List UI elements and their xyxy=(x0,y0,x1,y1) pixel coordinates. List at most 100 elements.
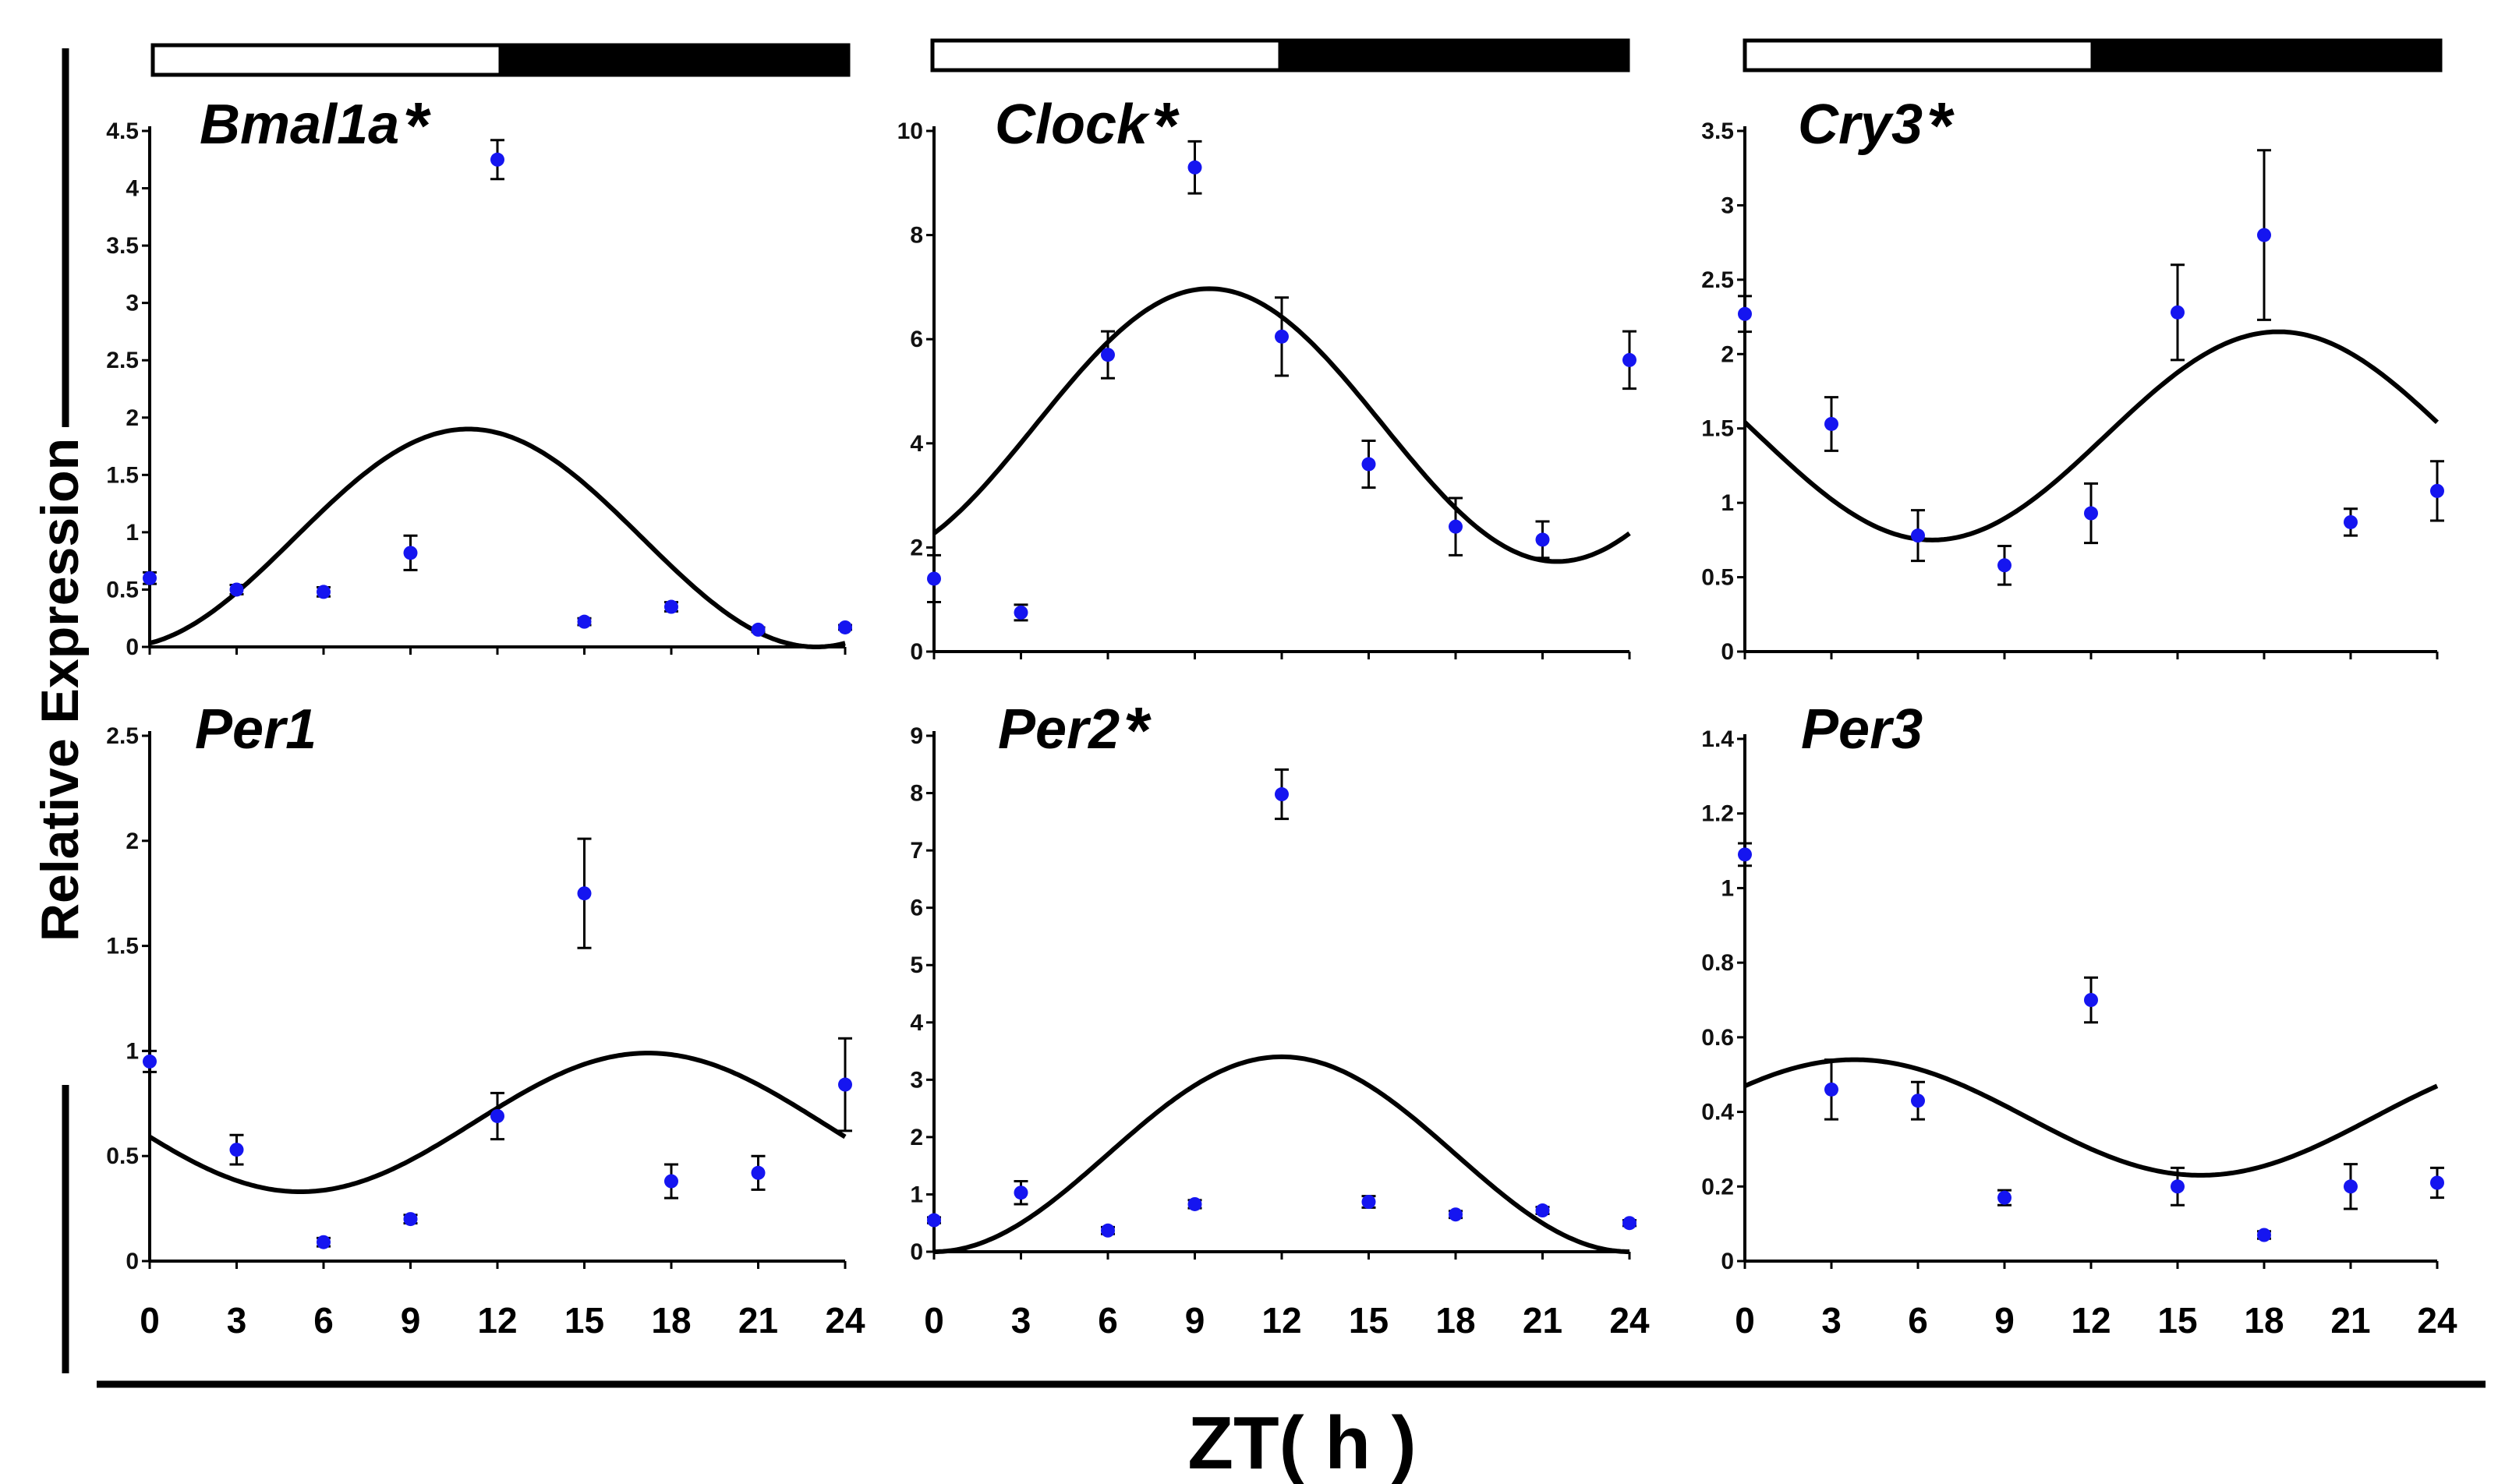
y-tick-label: 1.5 xyxy=(106,462,139,488)
y-tick-label: 0.5 xyxy=(1701,565,1734,591)
y-tick-label: 8 xyxy=(910,781,923,807)
y-tick-label: 6 xyxy=(910,327,923,352)
data-point xyxy=(664,1174,678,1189)
significance-star: * xyxy=(405,89,431,162)
y-tick-label: 1.5 xyxy=(1701,416,1734,442)
x-tick-label: 15 xyxy=(2157,1300,2197,1341)
panel-bmal1a: 0 0.5 1 1.5 2 2.5 3 3.5 4 4.5 Bmal1a * xyxy=(106,43,852,660)
data-point xyxy=(1275,329,1289,344)
data-point xyxy=(1187,160,1202,175)
data-point xyxy=(2084,993,2098,1007)
dark-phase-bar xyxy=(2090,38,2443,72)
data-point xyxy=(1449,519,1463,534)
y-tick-label: 0 xyxy=(126,634,139,660)
data-point xyxy=(1622,1216,1636,1231)
x-tick-label: 24 xyxy=(2417,1300,2457,1341)
data-point xyxy=(1911,528,1925,543)
data-point xyxy=(1535,1203,1550,1218)
data-point xyxy=(317,585,331,599)
y-tick-label: 3 xyxy=(1721,193,1734,218)
x-tick-label: 0 xyxy=(924,1300,944,1341)
y-tick-label: 9 xyxy=(910,723,923,749)
x-tick-label: 6 xyxy=(1098,1300,1118,1341)
data-point xyxy=(1101,1223,1115,1238)
data-point xyxy=(2171,1179,2185,1194)
y-tick-label: 0.4 xyxy=(1701,1100,1734,1125)
y-tick-label: 2 xyxy=(910,535,923,560)
data-point xyxy=(143,571,157,585)
y-tick-label: 0.6 xyxy=(1701,1025,1734,1051)
y-axis-label: Relative Expression xyxy=(30,438,90,942)
data-point xyxy=(577,614,592,629)
y-tick-label: 1.4 xyxy=(1701,726,1734,752)
x-axis-label: ZT( h ) xyxy=(1187,1401,1416,1484)
y-tick-label: 0 xyxy=(1721,639,1734,665)
light-phase-bar xyxy=(150,43,503,77)
x-tick-label: 24 xyxy=(825,1300,865,1341)
y-tick-label: 4 xyxy=(910,431,923,457)
data-point xyxy=(403,546,418,560)
y-tick-label: 8 xyxy=(910,223,923,249)
fit-curve xyxy=(934,1054,1629,1254)
data-point xyxy=(229,582,244,597)
y-tick-label: 2 xyxy=(1721,341,1734,367)
fit-curve xyxy=(1743,1057,2439,1178)
x-tick-label: 12 xyxy=(1261,1300,1301,1341)
data-point xyxy=(838,1077,852,1092)
y-tick-label: 5 xyxy=(910,952,923,978)
y-tick-label: 0.5 xyxy=(106,1143,139,1169)
x-tick-label: 0 xyxy=(1735,1300,1755,1341)
data-point xyxy=(1101,348,1115,362)
y-tick-label: 0.8 xyxy=(1701,950,1734,976)
data-point xyxy=(927,1213,941,1228)
fit-curve xyxy=(149,426,846,649)
x-tick-label: 21 xyxy=(2330,1300,2370,1341)
data-point xyxy=(1622,352,1636,367)
x-tick-label: 9 xyxy=(1185,1300,1205,1341)
data-point xyxy=(229,1143,244,1157)
panel-per1: 0 0.5 1 1.5 2 2.5 0 3 6 9 12 15 18 21 24 Per1 xyxy=(106,698,865,1341)
significance-star: * xyxy=(1126,694,1152,767)
data-point xyxy=(1275,787,1289,802)
data-point xyxy=(2430,1175,2444,1190)
gene-title: Clock xyxy=(995,94,1151,156)
data-point xyxy=(1361,457,1376,472)
x-tick-label: 0 xyxy=(140,1300,160,1341)
y-tick-label: 2.5 xyxy=(106,348,139,373)
x-tick-label: 18 xyxy=(2244,1300,2284,1341)
x-tick-label: 9 xyxy=(1994,1300,2015,1341)
y-tick-label: 3 xyxy=(126,291,139,316)
y-tick-label: 1 xyxy=(126,520,139,546)
data-point xyxy=(751,1165,766,1180)
gene-title: Per3 xyxy=(1801,698,1923,761)
x-tick-label: 18 xyxy=(1435,1300,1475,1341)
y-tick-label: 3.5 xyxy=(1701,118,1734,144)
x-tick-label: 6 xyxy=(313,1300,334,1341)
x-tick-label: 24 xyxy=(1609,1300,1650,1341)
panel-clock: 0 2 4 6 8 10 Clock * xyxy=(897,38,1636,665)
y-tick-label: 4.5 xyxy=(106,118,139,144)
gene-title: Cry3 xyxy=(1798,94,1923,156)
data-point xyxy=(1187,1196,1202,1211)
data-point xyxy=(2344,1179,2358,1194)
data-point xyxy=(1997,558,2011,573)
x-tick-label: 15 xyxy=(564,1300,604,1341)
data-point xyxy=(2257,1228,2271,1242)
dark-phase-bar xyxy=(498,43,851,77)
x-tick-label: 3 xyxy=(1821,1300,1842,1341)
x-tick-label: 3 xyxy=(1011,1300,1031,1341)
data-point xyxy=(2344,514,2358,529)
x-tick-label: 6 xyxy=(1908,1300,1928,1341)
y-tick-label: 1 xyxy=(126,1038,139,1064)
data-point xyxy=(490,1108,504,1123)
data-point xyxy=(317,1235,331,1249)
light-phase-bar xyxy=(1743,38,2095,72)
y-tick-label: 4 xyxy=(910,1010,923,1036)
y-tick-label: 1 xyxy=(1721,875,1734,901)
y-tick-label: 0 xyxy=(910,639,923,665)
x-tick-label: 3 xyxy=(227,1300,247,1341)
data-point xyxy=(1824,416,1838,431)
y-tick-label: 0 xyxy=(910,1239,923,1265)
y-tick-label: 3.5 xyxy=(106,233,139,259)
